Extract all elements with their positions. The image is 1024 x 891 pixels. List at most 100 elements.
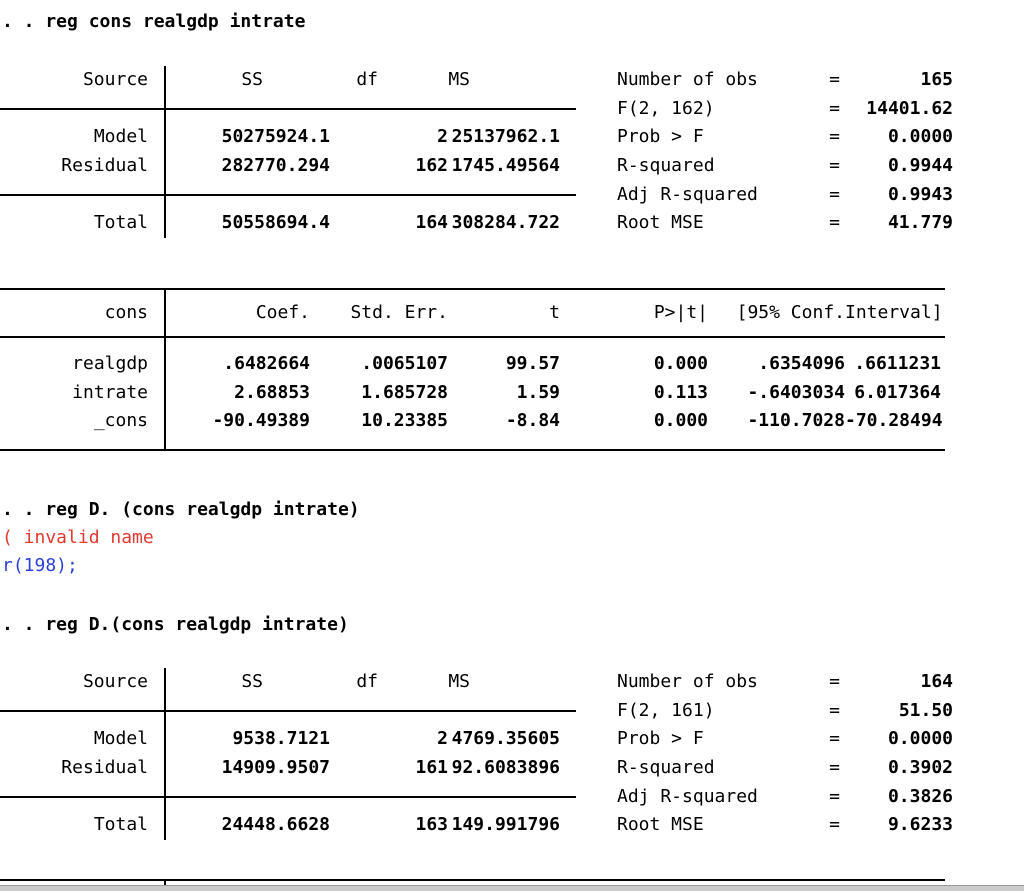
- anova2-rule-row-adj: Adj R-squared = 0.3826: [0, 783, 1024, 812]
- header-t: t: [549, 302, 560, 323]
- ci-low-value: -.6403034: [747, 381, 845, 403]
- anova2-header-ss: SS: [241, 671, 263, 692]
- anova2-header-df: df: [356, 671, 378, 692]
- error-message: ( invalid name: [2, 527, 154, 548]
- row-label: Model: [93, 126, 148, 148]
- header-coef: Coef.: [255, 302, 310, 323]
- stat-equals: =: [829, 757, 840, 779]
- ms-value: 308284.722: [451, 212, 560, 234]
- anova2-column-divider: [164, 668, 166, 840]
- stat-value: 14401.62: [866, 97, 953, 119]
- spacer: [560, 123, 617, 152]
- window-bottom-edge: [0, 885, 1024, 891]
- stat-equals: =: [829, 97, 840, 119]
- ms-value: 4769.35605: [451, 728, 560, 750]
- spacer: [148, 407, 165, 436]
- stat-label: Number of obs: [617, 69, 758, 90]
- t-value: 99.57: [505, 353, 560, 374]
- stat-equals: =: [829, 212, 840, 234]
- header-p: P>|t|: [653, 302, 708, 323]
- ms-value: 1745.49564: [451, 155, 560, 177]
- stat-label: Root MSE: [617, 814, 704, 836]
- command-line-1: . . reg cons realgdp intrate: [2, 11, 306, 32]
- std-err-value: 10.23385: [361, 410, 448, 432]
- coef1-rule-bottom: [0, 449, 945, 451]
- coef-value: .6482664: [223, 353, 310, 374]
- stat-value: 0.3902: [887, 757, 953, 779]
- spacer: [560, 209, 617, 238]
- row-label: Model: [93, 728, 148, 750]
- spacer: [148, 379, 165, 408]
- coef1-row-realgdp: realgdp .6482664 .0065107 99.57 0.000 .6…: [0, 350, 945, 379]
- stat-equals: =: [829, 671, 840, 692]
- spacer: [560, 668, 617, 697]
- stat-value: 51.50: [898, 699, 953, 721]
- stat-value: 0.9943: [887, 183, 953, 205]
- anova1-row-residual: Residual 282770.294 162 1745.49564 R-squ…: [0, 152, 1024, 181]
- anova1-header-ss: SS: [241, 69, 263, 90]
- coef1-column-divider: [164, 288, 166, 451]
- ss-value: 282770.294: [221, 155, 330, 177]
- coef-table-1: cons Coef. Std. Err. t P>|t| [95% Conf. …: [0, 288, 1024, 453]
- anova2-row-total: Total 24448.6628 163 149.991796 Root MSE…: [0, 811, 1024, 840]
- stat-value: 0.0000: [887, 728, 953, 750]
- anova1-rule-top: [0, 108, 576, 110]
- anova-table-2: Source SS df MS Number of obs = 164 F(2,…: [0, 668, 1024, 841]
- anova2-row-model: Model 9538.7121 2 4769.35605 Prob > F = …: [0, 725, 1024, 754]
- anova2-rule-top: [0, 710, 576, 712]
- coef1-body: realgdp .6482664 .0065107 99.57 0.000 .6…: [0, 350, 945, 436]
- anova2-row-residual: Residual 14909.9507 161 92.6083896 R-squ…: [0, 754, 1024, 783]
- header-std-err: Std. Err.: [350, 302, 448, 323]
- row-label: Residual: [61, 757, 148, 779]
- coef1-rule-header: [0, 336, 945, 338]
- anova1-row-model: Model 50275924.1 2 25137962.1 Prob > F =…: [0, 123, 1024, 152]
- stat-value: 0.9944: [887, 155, 953, 177]
- stat-label: R-squared: [617, 155, 715, 177]
- anova1-rule-total: [0, 194, 576, 196]
- anova1-header-source: Source: [82, 69, 148, 90]
- stat-equals: =: [829, 155, 840, 177]
- t-value: -8.84: [505, 410, 560, 432]
- ss-value: 9538.7121: [232, 728, 330, 750]
- df-value: 162: [415, 155, 448, 177]
- anova2-header-ms: MS: [448, 671, 470, 692]
- std-err-value: .0065107: [361, 353, 448, 374]
- ms-value: 149.991796: [451, 814, 560, 836]
- stat-equals: =: [829, 699, 840, 721]
- anova1-rule-row-f: F(2, 162) = 14401.62: [0, 95, 1024, 124]
- coef1-row-cons: _cons -90.49389 10.23385 -8.84 0.000 -11…: [0, 407, 945, 436]
- stat-value: 41.779: [887, 212, 953, 234]
- anova2-header-source: Source: [82, 671, 148, 692]
- df-value: 164: [415, 212, 448, 234]
- command-line-3: . . reg D.(cons realgdp intrate): [2, 614, 349, 635]
- return-code-link[interactable]: r(198);: [2, 555, 78, 576]
- row-label: Total: [93, 814, 148, 836]
- depvar-label: cons: [104, 302, 148, 323]
- df-value: 2: [437, 126, 448, 148]
- stat-value: 165: [920, 69, 953, 90]
- t-value: 1.59: [516, 381, 560, 403]
- anova2-header-row: Source SS df MS Number of obs = 164: [0, 668, 1024, 697]
- anova1-rule-row-adj: Adj R-squared = 0.9943: [0, 181, 1024, 210]
- stat-value: 164: [920, 671, 953, 692]
- df-value: 163: [415, 814, 448, 836]
- ci-high-value: .6611231: [854, 353, 941, 374]
- coef-value: 2.68853: [234, 381, 310, 403]
- stat-equals: =: [829, 785, 840, 807]
- stat-equals: =: [829, 126, 840, 148]
- ci-low-value: -110.7028: [747, 410, 845, 432]
- anova2-rule-row-f: F(2, 161) = 51.50: [0, 697, 1024, 726]
- stat-label: F(2, 162): [617, 97, 715, 119]
- ss-value: 50275924.1: [221, 126, 330, 148]
- var-name: _cons: [93, 410, 148, 432]
- ci-high-value: -70.28494: [845, 410, 943, 432]
- stat-value: 9.6233: [887, 814, 953, 836]
- stat-label: Adj R-squared: [617, 785, 758, 807]
- coef2-rule-top: [0, 879, 945, 881]
- stat-label: F(2, 161): [617, 699, 715, 721]
- p-value: 0.000: [653, 410, 708, 432]
- anova1-header-ms: MS: [448, 69, 470, 90]
- stat-label: R-squared: [617, 757, 715, 779]
- ss-value: 14909.9507: [221, 757, 330, 779]
